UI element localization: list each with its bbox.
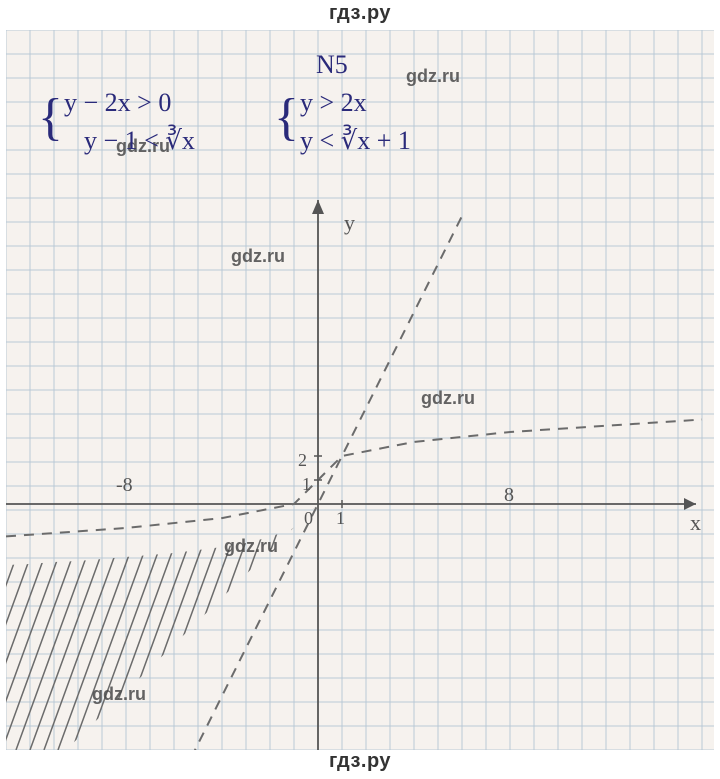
tick-x-1: 1 (336, 508, 345, 529)
y-axis-label: y (344, 210, 355, 236)
axes-layer (6, 200, 696, 750)
eq-left-2: y − 1 < ∛x (84, 126, 195, 156)
brace-icon: { (38, 88, 63, 147)
problem-number: N5 (316, 50, 348, 80)
eq-right-2: y < ∛x + 1 (300, 126, 411, 156)
eq-left-1: y − 2x > 0 (64, 88, 171, 118)
brace-icon: { (274, 88, 299, 147)
tick-x-neg8: -8 (116, 474, 133, 497)
page-footer: гдз.ру (0, 750, 720, 773)
curves-layer (6, 216, 702, 750)
x-axis-label: x (690, 510, 701, 536)
tick-x-8: 8 (504, 484, 514, 507)
page-header: гдз.ру (0, 2, 720, 25)
eq-right-1: y > 2x (300, 88, 367, 118)
graph-sheet: gdz.ru gdz.ru gdz.ru gdz.ru gdz.ru gdz.r… (6, 30, 714, 750)
tick-y-1: 1 (302, 474, 311, 495)
tick-origin-0: 0 (304, 508, 313, 529)
tick-y-2: 2 (298, 450, 307, 471)
